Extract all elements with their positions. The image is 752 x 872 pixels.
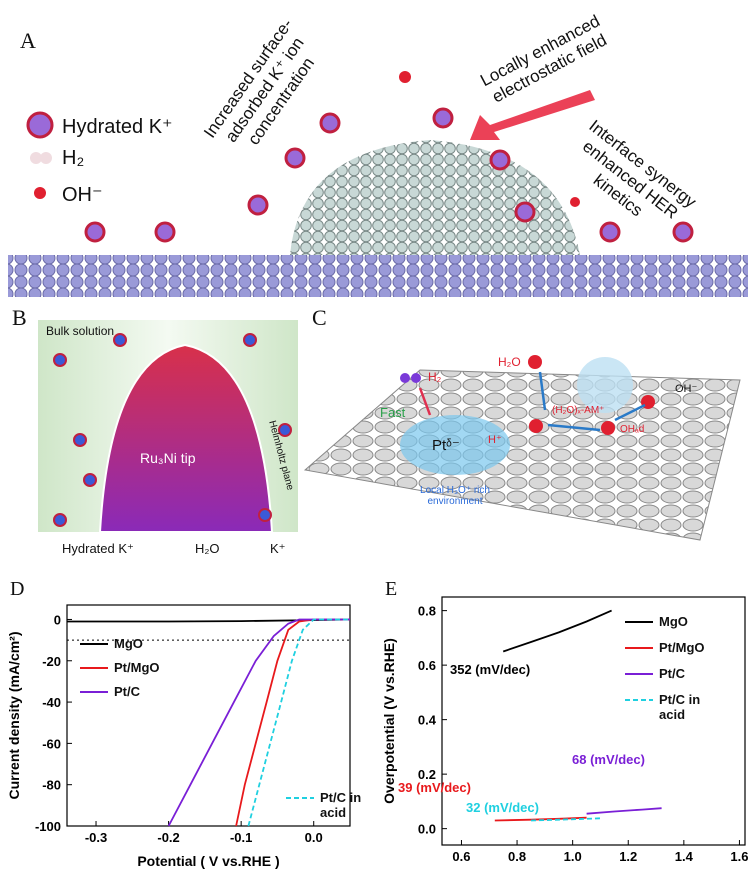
y-tick-label: 0.6: [418, 658, 436, 673]
label: Local H₃O⁺ rich environment: [400, 485, 510, 507]
label: H⁺: [488, 433, 502, 446]
x-tick-label: 1.0: [564, 849, 582, 864]
y-tick-label: -20: [42, 654, 61, 669]
x-tick-label: 0.0: [305, 830, 323, 845]
x-tick-label: -0.3: [85, 830, 107, 845]
panel-label: B: [12, 305, 27, 331]
y-tick-label: -40: [42, 695, 61, 710]
panel-label: C: [312, 305, 327, 331]
annotation: 352 (mV/dec): [450, 662, 530, 677]
label: Ptᵟ⁻: [432, 436, 460, 454]
x-tick-label: -0.1: [230, 830, 252, 845]
legend-label: Pt/C: [659, 666, 729, 681]
panel-label: D: [10, 578, 24, 601]
legend-text: H₂: [62, 147, 84, 170]
legend-label: Pt/C in acid: [659, 692, 729, 722]
legend-text: OH⁻: [62, 182, 103, 207]
y-axis-label: Overpotential (V vs.RHE): [381, 638, 397, 804]
x-tick-label: -0.2: [157, 830, 179, 845]
x-tick-label: 1.6: [730, 849, 748, 864]
legend-label: MgO: [659, 614, 729, 629]
y-tick-label: -100: [35, 819, 61, 834]
label: OH⁻: [675, 382, 697, 395]
y-tick-label: -60: [42, 736, 61, 751]
y-axis-label: Current density (mA/cm²): [6, 631, 22, 799]
label: Fast: [380, 405, 405, 420]
x-tick-label: 0.8: [508, 849, 526, 864]
legend-text: Hydrated K⁺: [62, 114, 173, 139]
y-tick-label: -80: [42, 778, 61, 793]
x-tick-label: 0.6: [452, 849, 470, 864]
legend-text: K⁺: [270, 541, 286, 557]
x-tick-label: 1.4: [675, 849, 694, 864]
annotation: 39 (mV/dec): [398, 780, 471, 795]
series-line: [503, 611, 611, 652]
x-tick-label: 1.2: [619, 849, 637, 864]
label: H₂: [428, 370, 441, 384]
y-tick-label: 0: [54, 612, 61, 627]
figure: -0.3 -0.2 -0.1 0.0 0 -20 -40 -60 -80 -100 Potentia…: [0, 0, 752, 872]
x-axis-label: Potential ( V vs.RHE ): [137, 853, 279, 869]
legend-text: H₂O: [195, 541, 220, 556]
label: Ru₃Ni tip: [140, 450, 196, 466]
panel-label: E: [385, 578, 397, 601]
label: OHₐd: [620, 424, 644, 435]
y-tick-label: 0.0: [418, 822, 436, 837]
legend-label: Pt/MgO: [659, 640, 729, 655]
legend-label: Pt/C in acid: [320, 790, 390, 820]
legend-label: Pt/C: [114, 684, 184, 699]
label: H₂O: [498, 355, 521, 369]
label: Bulk solution: [46, 324, 114, 338]
annotation: 68 (mV/dec): [572, 752, 645, 767]
annotation: 32 (mV/dec): [466, 800, 539, 815]
y-tick-label: 0.8: [418, 604, 436, 619]
series-line: [587, 808, 662, 814]
plot-frame: [67, 605, 350, 826]
legend-label: MgO: [114, 636, 184, 651]
panel-label: A: [20, 28, 36, 54]
y-tick-label: 0.4: [418, 713, 437, 728]
label: (H₂O)ₓ-AM⁺: [552, 405, 604, 416]
legend-text: Hydrated K⁺: [62, 541, 134, 557]
legend-label: Pt/MgO: [114, 660, 184, 675]
